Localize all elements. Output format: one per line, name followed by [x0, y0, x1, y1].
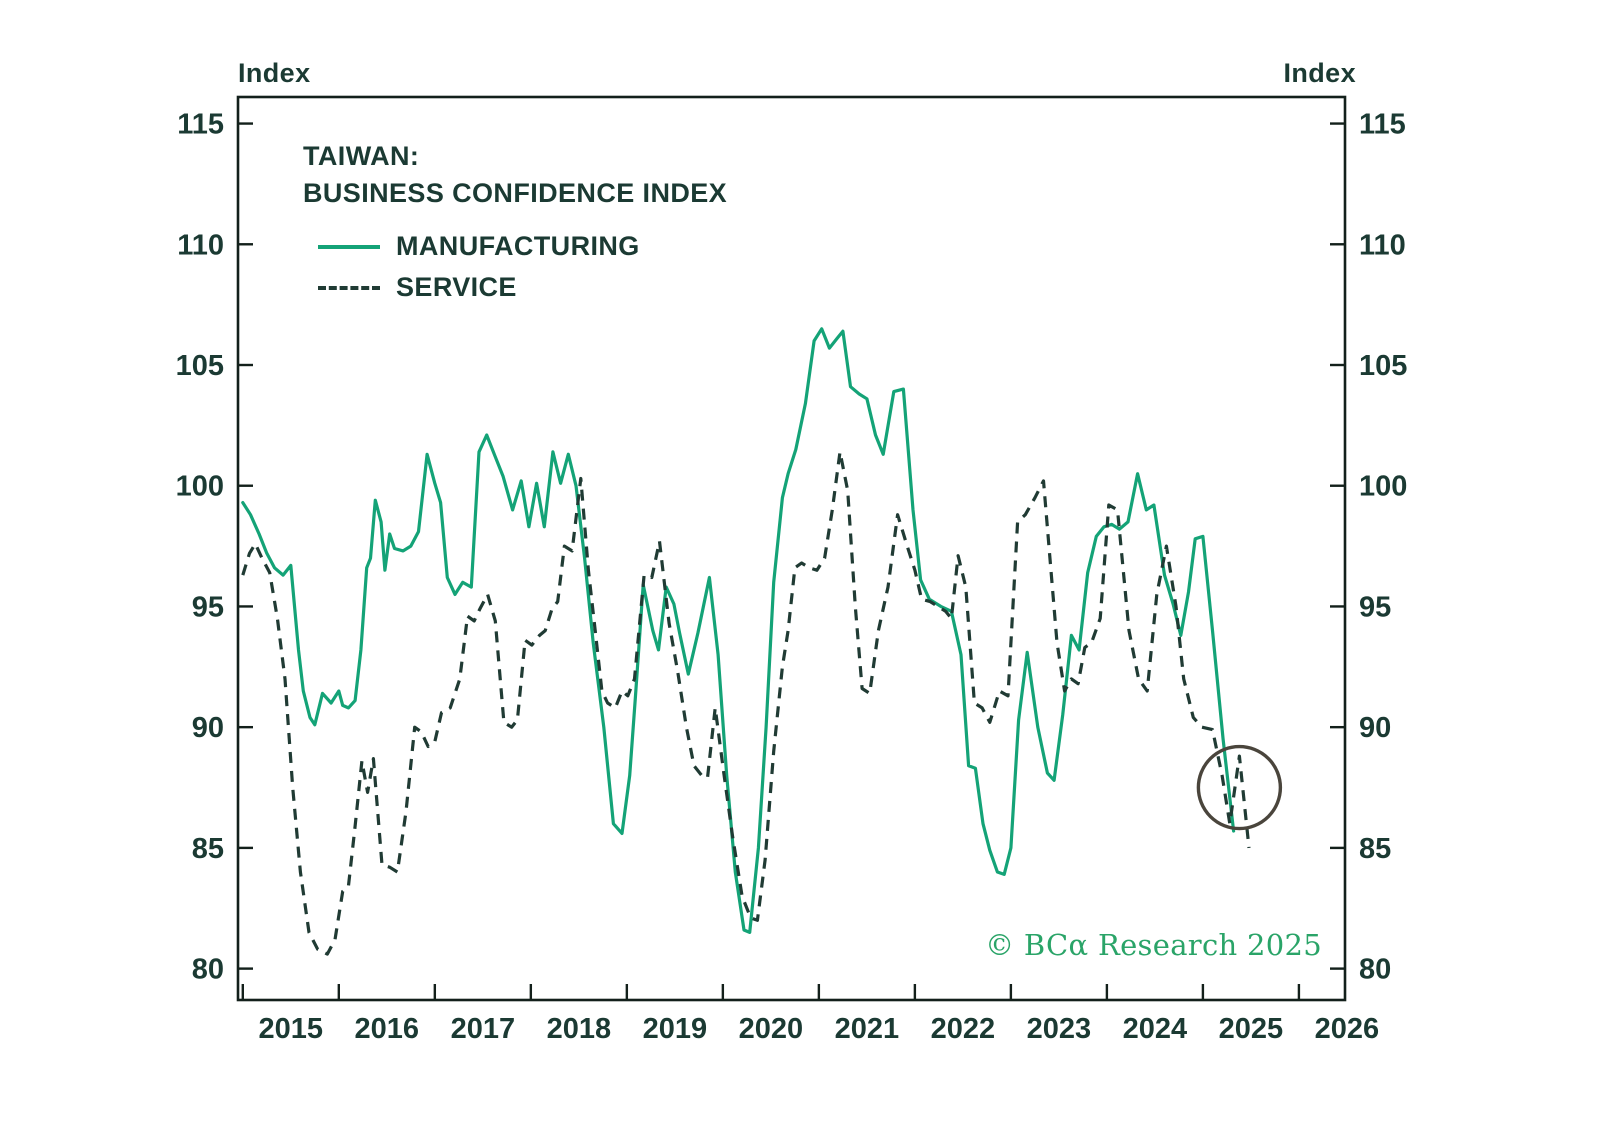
y-tick-label-left: 90 [192, 712, 224, 744]
legend: MANUFACTURING SERVICE [318, 226, 640, 308]
y-tick-label-left: 110 [177, 229, 224, 261]
y-tick-label-right: 95 [1359, 591, 1391, 623]
y-tick-label-left: 85 [192, 833, 224, 865]
chart-title-line-2: BUSINESS CONFIDENCE INDEX [303, 178, 728, 208]
x-tick-label: 2018 [547, 1013, 612, 1045]
y-tick-label-left: 105 [176, 350, 224, 382]
y-tick-label-left: 80 [192, 954, 224, 986]
x-tick-label: 2020 [739, 1013, 804, 1045]
y-tick-label-right: 115 [1359, 109, 1406, 141]
x-tick-label: 2023 [1027, 1013, 1092, 1045]
y-tick-label-right: 105 [1359, 350, 1407, 382]
x-tick-label: 2016 [355, 1013, 420, 1045]
copyright-notice: © BCα Research 2025 [985, 928, 1322, 962]
y-tick-label-left: 100 [176, 471, 224, 503]
y-axis-title-left: Index [238, 58, 311, 88]
x-tick-label: 2019 [643, 1013, 708, 1045]
y-tick-label-left: 95 [192, 591, 224, 623]
y-tick-label-right: 85 [1359, 833, 1391, 865]
x-tick-label: 2024 [1123, 1013, 1188, 1045]
x-tick-label: 2015 [259, 1013, 324, 1045]
y-axis-title-right: Index [1283, 58, 1356, 88]
service-series-line [241, 450, 1251, 956]
y-tick-label-right: 110 [1359, 229, 1406, 261]
legend-label-manufacturing: MANUFACTURING [396, 231, 640, 261]
highlight-circle-annotation [1196, 744, 1283, 831]
legend-item-manufacturing: MANUFACTURING [318, 226, 640, 267]
x-tick-label: 2025 [1219, 1013, 1284, 1045]
chart-title-line-1: TAIWAN: [303, 141, 420, 171]
x-tick-label: 2017 [451, 1013, 516, 1045]
x-tick-label: 2022 [931, 1013, 996, 1045]
x-tick-label: 2026 [1315, 1013, 1380, 1045]
legend-label-service: SERVICE [396, 272, 517, 302]
x-tick-label: 2021 [835, 1013, 900, 1045]
legend-item-service: SERVICE [318, 267, 640, 308]
manufacturing-series-line [241, 327, 1236, 934]
y-tick-label-right: 90 [1359, 712, 1391, 744]
manufacturing-line-swatch-icon [318, 244, 380, 249]
plot-frame [236, 95, 1347, 1002]
y-tick-label-right: 80 [1359, 954, 1391, 986]
y-tick-label-right: 100 [1359, 471, 1407, 503]
chart-title: TAIWAN: BUSINESS CONFIDENCE INDEX [303, 138, 727, 212]
service-line-swatch-icon [318, 285, 380, 290]
y-tick-label-left: 115 [177, 109, 224, 141]
